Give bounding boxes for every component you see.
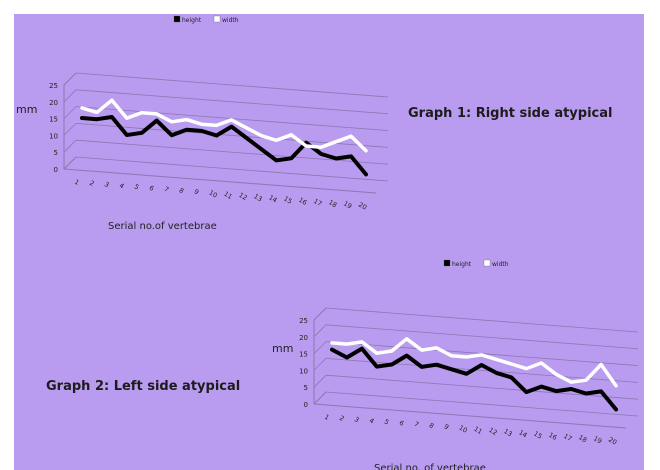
chart2-gridline-side-5 bbox=[313, 374, 327, 388]
chart1-x-tick-12: 12 bbox=[237, 191, 248, 202]
chart2-y-tick-15: 15 bbox=[299, 351, 308, 359]
chart1-x-tick-15: 15 bbox=[282, 195, 293, 206]
chart2-gridline-25 bbox=[325, 307, 639, 333]
chart1-y-tick-5: 5 bbox=[54, 149, 58, 157]
chart2-x-tick-3: 3 bbox=[353, 415, 361, 424]
chart1-legend-label-width: width bbox=[222, 17, 239, 24]
chart1-x-tick-9: 9 bbox=[193, 187, 201, 196]
chart1-x-tick-11: 11 bbox=[222, 190, 233, 201]
chart2-series-width-line bbox=[330, 337, 618, 388]
chart2-x-tick-6: 6 bbox=[398, 419, 406, 428]
chart2-legend-label-height: height bbox=[452, 261, 472, 268]
chart2-x-tick-14: 14 bbox=[517, 428, 528, 439]
chart2-x-tick-17: 17 bbox=[562, 432, 573, 443]
chart1-gridline-side-25 bbox=[63, 72, 77, 86]
chart1-x-tick-14: 14 bbox=[267, 193, 278, 204]
chart2-gridline-20 bbox=[325, 324, 639, 350]
chart1-x-tick-3: 3 bbox=[103, 180, 111, 189]
chart2-legend-label-width: width bbox=[492, 261, 509, 268]
caption-graph-1: Graph 1: Right side atypical bbox=[408, 106, 613, 121]
chart2-gridline-side-25 bbox=[313, 307, 327, 321]
chart1-x-tick-18: 18 bbox=[327, 198, 338, 209]
chart1-x-tick-10: 10 bbox=[208, 189, 219, 200]
chart2-x-tick-1: 1 bbox=[323, 413, 331, 422]
chart2-gridline-side-20 bbox=[313, 324, 327, 338]
chart2-x-tick-11: 11 bbox=[472, 425, 483, 436]
chart2-x-tick-20: 20 bbox=[607, 436, 618, 447]
chart1-series-width-line bbox=[80, 98, 368, 153]
chart1-floor-front bbox=[63, 168, 377, 194]
chart2-x-tick-5: 5 bbox=[383, 418, 391, 427]
chart2-gridline-side-0 bbox=[313, 391, 327, 405]
chart1-x-tick-20: 20 bbox=[357, 201, 368, 212]
chart1-y-tick-25: 25 bbox=[49, 82, 58, 90]
chart2-y-axis-label: mm bbox=[272, 342, 293, 355]
chart1-y-tick-15: 15 bbox=[49, 116, 58, 124]
chart1-x-tick-13: 13 bbox=[252, 192, 263, 203]
chart2-x-tick-10: 10 bbox=[458, 424, 469, 435]
chart2-x-tick-9: 9 bbox=[443, 422, 451, 431]
chart2-legend-swatch-width bbox=[483, 259, 491, 267]
chart1-legend-swatch-height bbox=[173, 15, 181, 23]
chart1-x-tick-2: 2 bbox=[88, 179, 96, 188]
chart1-series-height-line bbox=[80, 115, 368, 177]
chart1-x-tick-6: 6 bbox=[148, 184, 156, 193]
chart1-y-axis-label: mm bbox=[16, 103, 37, 116]
chart2-floor-front bbox=[313, 403, 627, 429]
chart1-legend-swatch-width bbox=[213, 15, 221, 23]
chart1-x-tick-5: 5 bbox=[133, 183, 141, 192]
chart1-y-tick-20: 20 bbox=[49, 99, 58, 107]
chart1-gridline-side-10 bbox=[63, 123, 77, 136]
chart2-gridline-side-15 bbox=[313, 341, 327, 354]
chart1-y-tick-10: 10 bbox=[49, 132, 58, 140]
chart1-gridline-20 bbox=[75, 89, 389, 115]
chart2-x-tick-2: 2 bbox=[338, 414, 346, 423]
chart2-y-tick-25: 25 bbox=[299, 317, 308, 325]
chart2-x-axis-label: Serial no. of vertebrae bbox=[374, 463, 486, 470]
chart2-x-tick-8: 8 bbox=[428, 421, 436, 430]
chart1-gridline-0 bbox=[75, 156, 389, 182]
chart2-y-tick-0: 0 bbox=[304, 401, 308, 409]
chart1-gridline-side-20 bbox=[63, 89, 77, 103]
chart2-x-tick-19: 19 bbox=[592, 434, 603, 445]
chart2-legend-swatch-height bbox=[443, 259, 451, 267]
chart2-x-tick-15: 15 bbox=[532, 430, 543, 441]
chart1-legend-label-height: height bbox=[182, 17, 202, 24]
caption-graph-2: Graph 2: Left side atypical bbox=[46, 379, 241, 394]
chart2-x-tick-4: 4 bbox=[368, 416, 376, 425]
chart1-x-tick-19: 19 bbox=[342, 199, 353, 210]
chart2-y-tick-10: 10 bbox=[299, 367, 308, 375]
chart2-x-tick-16: 16 bbox=[547, 431, 558, 442]
chart2-x-tick-13: 13 bbox=[502, 427, 513, 438]
chart1-gridline-side-0 bbox=[63, 156, 77, 170]
chart1-gridline-25 bbox=[75, 72, 389, 98]
chart1-x-axis-label: Serial no.of vertebrae bbox=[108, 221, 217, 232]
chart1-gridline-side-15 bbox=[63, 106, 77, 119]
chart2-gridline-side-10 bbox=[313, 358, 327, 371]
chart1-x-tick-1: 1 bbox=[73, 178, 81, 187]
slide-background: 0 5 10 15 20 25 1 2 3 4 5 6 7 8 9 10 11 12 13 14 15 16 17 18 19 2… bbox=[14, 14, 644, 470]
chart2-y-tick-20: 20 bbox=[299, 334, 308, 342]
chart1-y-tick-0: 0 bbox=[54, 166, 58, 174]
chart2-x-tick-12: 12 bbox=[487, 426, 498, 437]
chart1-x-tick-7: 7 bbox=[163, 185, 171, 194]
chart2-y-tick-5: 5 bbox=[304, 384, 308, 392]
chart2-x-tick-7: 7 bbox=[413, 420, 421, 429]
chart2-x-tick-18: 18 bbox=[577, 433, 588, 444]
chart1-x-tick-17: 17 bbox=[312, 197, 323, 208]
chart1-x-tick-4: 4 bbox=[118, 181, 126, 190]
chart2-gridline-0 bbox=[325, 391, 639, 417]
chart1-gridline-side-5 bbox=[63, 139, 77, 153]
chart1-x-tick-8: 8 bbox=[178, 186, 186, 195]
chart1-x-tick-16: 16 bbox=[297, 196, 308, 207]
chart2-series-height-line bbox=[330, 346, 618, 412]
